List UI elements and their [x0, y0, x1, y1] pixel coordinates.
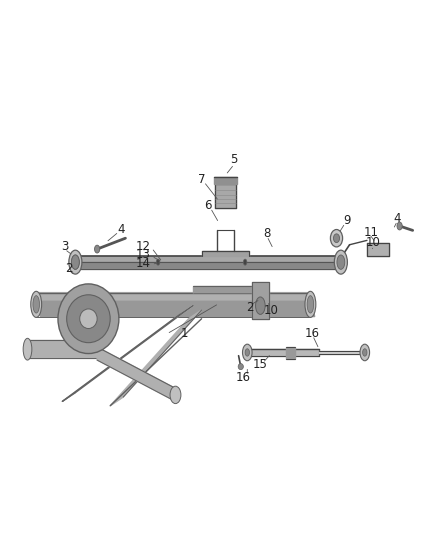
- Polygon shape: [252, 282, 269, 319]
- Ellipse shape: [243, 344, 252, 361]
- Ellipse shape: [333, 234, 339, 243]
- Ellipse shape: [71, 255, 79, 269]
- Ellipse shape: [397, 222, 402, 230]
- Polygon shape: [319, 351, 363, 354]
- Text: 14: 14: [135, 256, 150, 270]
- Polygon shape: [214, 177, 237, 184]
- Ellipse shape: [337, 255, 345, 269]
- Polygon shape: [75, 262, 341, 269]
- Text: 7: 7: [198, 173, 205, 186]
- Ellipse shape: [307, 296, 314, 313]
- Polygon shape: [110, 310, 201, 406]
- Text: 6: 6: [205, 199, 212, 212]
- Ellipse shape: [244, 259, 247, 265]
- Text: 15: 15: [253, 358, 268, 371]
- Ellipse shape: [69, 250, 82, 274]
- Text: 12: 12: [135, 240, 150, 253]
- Text: 3: 3: [61, 240, 68, 253]
- Polygon shape: [286, 346, 295, 359]
- Text: 4: 4: [394, 212, 401, 225]
- Polygon shape: [97, 347, 176, 401]
- Text: 4: 4: [117, 223, 125, 236]
- Text: 11: 11: [364, 226, 379, 239]
- Polygon shape: [367, 243, 389, 256]
- Polygon shape: [75, 256, 341, 262]
- Ellipse shape: [363, 349, 367, 356]
- Text: 16: 16: [305, 327, 320, 341]
- Ellipse shape: [58, 284, 119, 353]
- Polygon shape: [193, 286, 254, 293]
- Ellipse shape: [334, 250, 347, 274]
- Text: 5: 5: [230, 154, 238, 166]
- Ellipse shape: [71, 255, 79, 269]
- Polygon shape: [250, 349, 319, 356]
- Ellipse shape: [80, 309, 97, 328]
- Ellipse shape: [33, 296, 39, 313]
- Ellipse shape: [360, 344, 370, 361]
- Ellipse shape: [245, 349, 250, 356]
- Text: 10: 10: [264, 303, 279, 317]
- Ellipse shape: [305, 292, 316, 318]
- Ellipse shape: [95, 245, 100, 253]
- Ellipse shape: [170, 386, 181, 403]
- Text: 13: 13: [135, 248, 150, 261]
- Polygon shape: [201, 251, 250, 256]
- Text: 2: 2: [65, 262, 73, 275]
- Polygon shape: [62, 305, 193, 401]
- Text: 10: 10: [366, 236, 381, 249]
- Polygon shape: [28, 341, 97, 358]
- Polygon shape: [36, 301, 315, 317]
- Polygon shape: [215, 184, 237, 208]
- Ellipse shape: [238, 364, 244, 370]
- Text: 16: 16: [236, 371, 251, 384]
- Ellipse shape: [156, 259, 160, 265]
- Text: 2: 2: [246, 301, 253, 314]
- Ellipse shape: [330, 230, 343, 247]
- Polygon shape: [36, 293, 315, 301]
- Text: 9: 9: [344, 214, 351, 227]
- Ellipse shape: [67, 295, 110, 343]
- Text: 8: 8: [263, 228, 271, 240]
- Ellipse shape: [23, 338, 32, 360]
- Ellipse shape: [255, 297, 265, 314]
- Text: 1: 1: [180, 327, 188, 341]
- Ellipse shape: [31, 292, 42, 318]
